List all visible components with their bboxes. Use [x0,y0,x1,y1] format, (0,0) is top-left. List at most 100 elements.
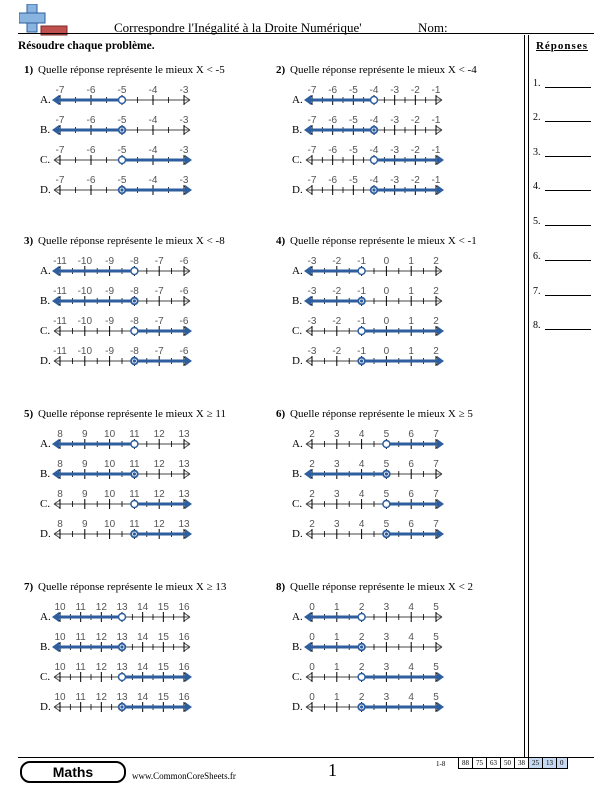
ray-arrow-icon [185,155,192,165]
answer-blank[interactable] [545,87,591,88]
footer-divider [18,757,594,758]
answer-row[interactable]: 4. [533,181,593,192]
number-line[interactable]: -3 -2 -1 0 1 2 [276,316,456,343]
answer-blank[interactable] [545,295,591,296]
answer-row[interactable]: 7. [533,286,593,297]
answer-blank[interactable] [545,121,591,122]
option-letter[interactable]: D. [40,701,51,713]
option-letter[interactable]: D. [292,355,303,367]
option-letter[interactable]: C. [292,154,303,166]
number-line[interactable]: 2 3 4 5 6 7 [276,429,456,456]
site-url[interactable]: www.CommonCoreSheets.fr [132,771,236,781]
option-letter[interactable]: B. [292,468,303,480]
number-line[interactable]: 8 9 10 11 12 13 [24,489,204,516]
closed-endpoint [357,702,366,712]
tick-label: 6 [408,489,414,500]
option-letter[interactable]: C. [292,498,303,510]
option-letter[interactable]: D. [40,528,51,540]
option-letter[interactable]: A. [40,438,51,450]
option-letter[interactable]: A. [40,94,51,106]
option-letter[interactable]: B. [292,295,303,307]
endpoint-ring [119,127,125,133]
number-line[interactable]: 10 11 12 13 14 15 16 [24,662,204,689]
option-letter[interactable]: D. [292,184,303,196]
number-line[interactable]: -11 -10 -9 -8 -7 -6 [24,286,204,313]
option-letter[interactable]: B. [40,295,51,307]
option-letter[interactable]: C. [40,498,51,510]
answer-blank[interactable] [545,225,591,226]
option-letter[interactable]: C. [40,325,51,337]
number-line[interactable]: 8 9 10 11 12 13 [24,429,204,456]
number-line[interactable]: -11 -10 -9 -8 -7 -6 [24,346,204,373]
number-line[interactable]: -7 -6 -5 -4 -3 -2 -1 [276,145,456,172]
answer-blank[interactable] [545,329,591,330]
answer-row[interactable]: 2. [533,112,593,123]
number-line[interactable]: 2 3 4 5 6 7 [276,489,456,516]
number-line[interactable]: -7 -6 -5 -4 -3 [24,145,204,172]
option-letter[interactable]: C. [292,325,303,337]
number-line[interactable]: -7 -6 -5 -4 -3 -2 -1 [276,85,456,112]
option-letter[interactable]: B. [40,124,51,136]
number-line[interactable]: 0 1 2 3 4 5 [276,632,456,659]
open-endpoint [382,499,391,509]
option-letter[interactable]: A. [292,611,303,623]
number-line[interactable]: 10 11 12 13 14 15 16 [24,692,204,719]
option-letter[interactable]: A. [292,94,303,106]
tick-label: 4 [408,692,414,703]
number-line[interactable]: 0 1 2 3 4 5 [276,662,456,689]
number-line[interactable]: -3 -2 -1 0 1 2 [276,346,456,373]
number-line[interactable]: 8 9 10 11 12 13 [24,519,204,546]
option-letter[interactable]: C. [40,154,51,166]
tick-label: 0 [309,662,315,673]
tick-label: 10 [104,459,116,470]
tick-label: -2 [411,115,420,126]
option-letter[interactable]: B. [292,641,303,653]
ray-arrow-icon [52,439,59,449]
number-line[interactable]: -11 -10 -9 -8 -7 -6 [24,256,204,283]
tick-label: 7 [433,459,439,470]
option-letter[interactable]: A. [40,611,51,623]
answer-blank[interactable] [545,190,591,191]
number-line[interactable]: 10 11 12 13 14 15 16 [24,632,204,659]
option-letter[interactable]: C. [292,671,303,683]
number-line[interactable]: -3 -2 -1 0 1 2 [276,286,456,313]
page-number: 1 [328,760,337,780]
number-line[interactable]: 0 1 2 3 4 5 [276,602,456,629]
option-letter[interactable]: B. [292,124,303,136]
number-line[interactable]: -7 -6 -5 -4 -3 -2 -1 [276,115,456,142]
number-line[interactable]: 10 11 12 13 14 15 16 [24,602,204,629]
option-letter[interactable]: B. [40,468,51,480]
option-letter[interactable]: A. [292,438,303,450]
number-line[interactable]: -7 -6 -5 -4 -3 -2 -1 [276,175,456,202]
open-endpoint [357,612,366,622]
tick-label: 5 [433,602,439,613]
option-letter[interactable]: D. [292,701,303,713]
number-line[interactable]: -7 -6 -5 -4 -3 [24,85,204,112]
problem-2: 2) Quelle réponse représente le mieux X <… [276,64,516,204]
score-cell: 50 [500,757,515,769]
option-letter[interactable]: D. [40,355,51,367]
number-line[interactable]: 0 1 2 3 4 5 [276,692,456,719]
number-line[interactable]: -7 -6 -5 -4 -3 [24,115,204,142]
option-letter[interactable]: C. [40,671,51,683]
option-letter[interactable]: B. [40,641,51,653]
option-letter[interactable]: D. [40,184,51,196]
number-line[interactable]: 2 3 4 5 6 7 [276,519,456,546]
option-letter[interactable]: A. [40,265,51,277]
option-letter[interactable]: A. [292,265,303,277]
number-line[interactable]: -7 -6 -5 -4 -3 [24,175,204,202]
answer-row[interactable]: 1. [533,78,593,89]
tick-label: -3 [180,115,189,126]
answer-blank[interactable] [545,260,591,261]
number-line[interactable]: 8 9 10 11 12 13 [24,459,204,486]
answer-row[interactable]: 6. [533,251,593,262]
answer-row[interactable]: 3. [533,147,593,158]
number-line[interactable]: -3 -2 -1 0 1 2 [276,256,456,283]
option-letter[interactable]: D. [292,528,303,540]
answer-row[interactable]: 8. [533,320,593,331]
answer-row[interactable]: 5. [533,216,593,227]
number-line[interactable]: -11 -10 -9 -8 -7 -6 [24,316,204,343]
answer-label: 1. [533,78,541,89]
number-line[interactable]: 2 3 4 5 6 7 [276,459,456,486]
answer-blank[interactable] [545,156,591,157]
